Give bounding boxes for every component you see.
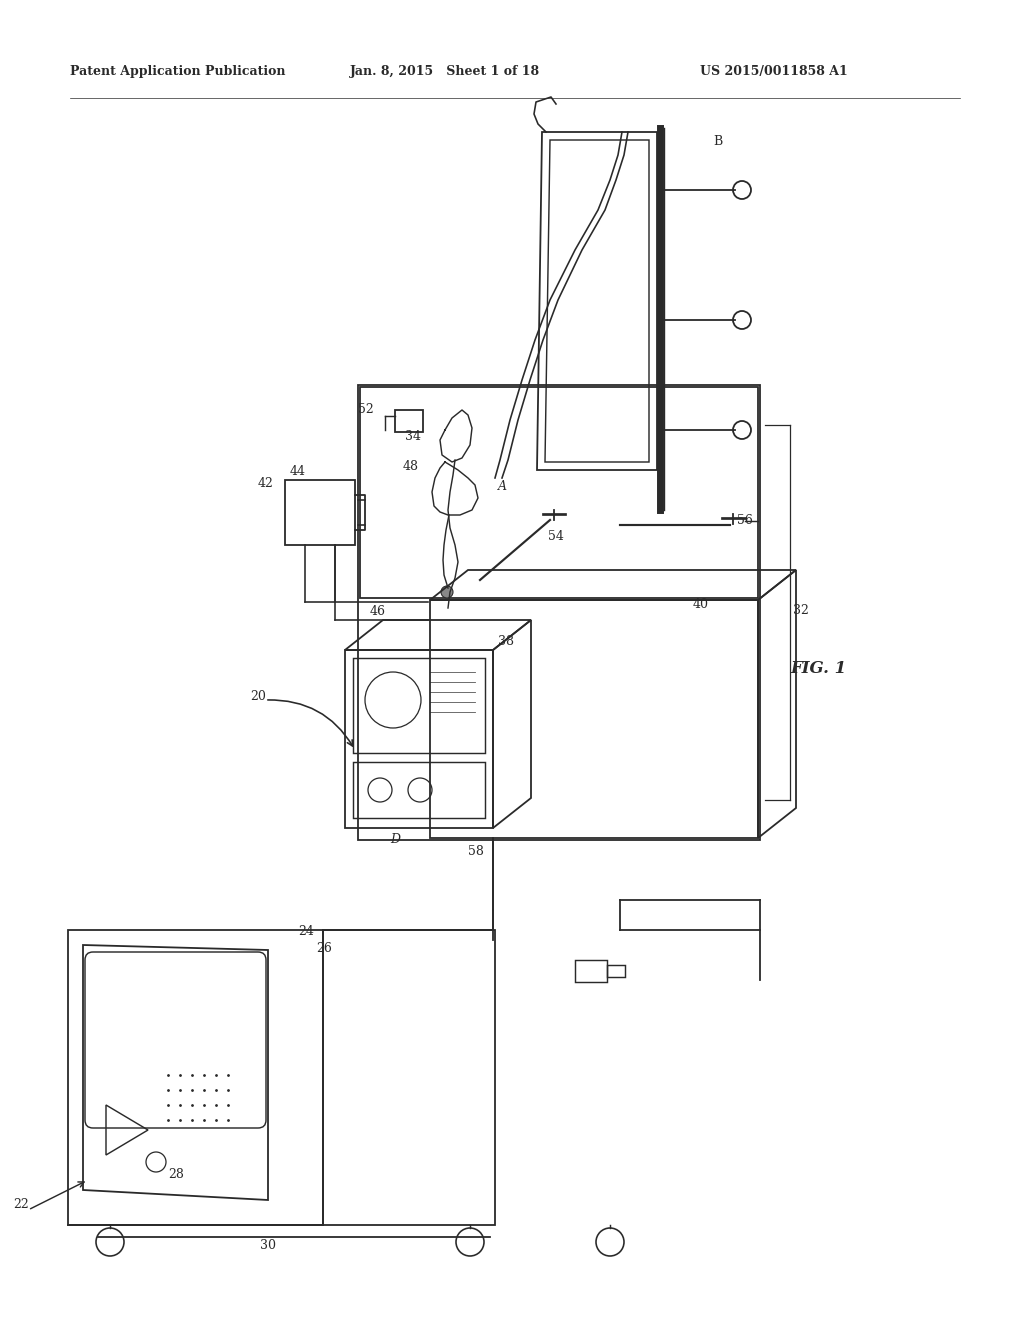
- Text: 42: 42: [258, 477, 273, 490]
- Text: A: A: [498, 480, 507, 492]
- Circle shape: [441, 586, 453, 598]
- Text: 52: 52: [358, 403, 374, 416]
- Text: 22: 22: [13, 1199, 29, 1210]
- Bar: [360, 387, 758, 598]
- Text: 28: 28: [168, 1168, 184, 1181]
- Text: FIG. 1: FIG. 1: [790, 660, 846, 677]
- Text: 34: 34: [406, 430, 421, 444]
- Text: 20: 20: [250, 690, 266, 704]
- Text: Patent Application Publication: Patent Application Publication: [70, 65, 286, 78]
- Text: B: B: [713, 135, 722, 148]
- Text: 40: 40: [693, 598, 709, 611]
- Bar: [68, 931, 323, 1225]
- Bar: [607, 965, 625, 977]
- Text: 30: 30: [260, 1239, 276, 1251]
- Text: 48: 48: [403, 459, 419, 473]
- Bar: [395, 411, 423, 432]
- Text: 56: 56: [737, 513, 753, 527]
- Bar: [575, 960, 607, 982]
- Bar: [353, 657, 485, 752]
- Text: Jan. 8, 2015   Sheet 1 of 18: Jan. 8, 2015 Sheet 1 of 18: [350, 65, 540, 78]
- Bar: [353, 762, 485, 818]
- Bar: [345, 649, 493, 828]
- Text: 58: 58: [468, 845, 484, 858]
- Bar: [323, 931, 495, 1225]
- Bar: [430, 601, 758, 838]
- Text: 24: 24: [298, 925, 314, 939]
- Text: 32: 32: [793, 605, 809, 616]
- Text: D: D: [390, 833, 400, 846]
- Text: 46: 46: [370, 605, 386, 618]
- Bar: [358, 385, 760, 840]
- Text: 38: 38: [498, 635, 514, 648]
- Text: 44: 44: [290, 465, 306, 478]
- Text: 54: 54: [548, 531, 564, 543]
- Text: US 2015/0011858 A1: US 2015/0011858 A1: [700, 65, 848, 78]
- Text: 26: 26: [316, 942, 332, 954]
- Bar: [285, 480, 355, 545]
